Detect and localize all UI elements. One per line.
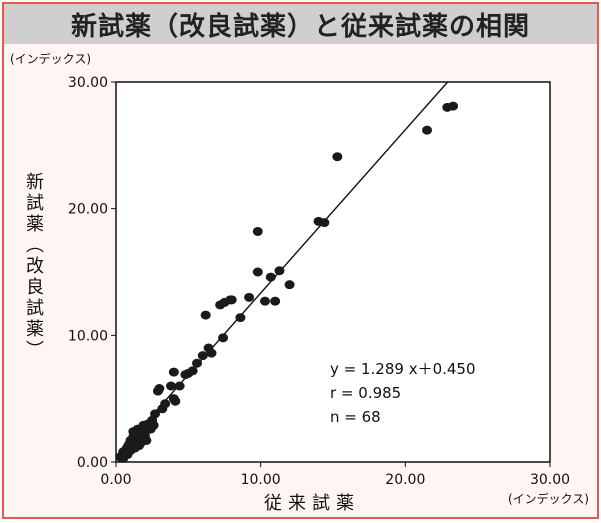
data-point: [252, 226, 263, 236]
y-tick-label: 20.00: [68, 202, 108, 218]
data-point: [319, 218, 330, 228]
stat-r: r = 0.985: [330, 384, 401, 402]
stat-equation: y = 1.289 x＋0.450: [330, 360, 476, 378]
y-tick-label: 0.00: [77, 455, 108, 471]
scatter-plot: 0.00 10.00 20.00 30.00 0.00 10.00 20.00 30.00 y…: [68, 75, 570, 488]
x-tick-label: 0.00: [100, 472, 131, 488]
x-tick-label: 30.00: [530, 472, 570, 488]
plot-area: [115, 81, 551, 463]
data-point: [200, 310, 211, 320]
data-point: [244, 292, 255, 302]
data-point: [174, 381, 185, 391]
data-point: [235, 313, 246, 323]
data-point: [206, 348, 217, 358]
data-point: [422, 125, 433, 135]
stat-n: n = 68: [330, 408, 381, 426]
y-axis-label: 新試薬（改良試薬）: [23, 172, 44, 361]
data-point: [218, 333, 229, 343]
data-point: [168, 367, 179, 377]
data-point: [147, 415, 158, 425]
data-point: [122, 449, 133, 459]
data-point: [160, 399, 171, 409]
data-point: [187, 366, 198, 376]
data-point: [138, 429, 149, 439]
title-bar: 新試薬（改良試薬）と従来試薬の相関: [4, 4, 597, 44]
y-tick-label: 30.00: [68, 75, 108, 91]
data-point: [134, 441, 145, 451]
x-axis-label: 従来試薬: [264, 493, 360, 514]
data-point: [332, 152, 343, 162]
data-point: [197, 351, 208, 361]
data-point: [274, 266, 285, 276]
data-point: [165, 381, 176, 391]
data-point: [284, 280, 295, 290]
data-point: [252, 267, 263, 277]
chart-title: 新試薬（改良試薬）と従来試薬の相関: [70, 11, 530, 42]
x-axis-unit: (インデックス): [507, 492, 589, 506]
data-point: [270, 296, 281, 306]
y-axis-unit: (インデックス): [10, 52, 92, 66]
x-tick-label: 10.00: [241, 472, 281, 488]
data-point: [154, 384, 165, 394]
data-point: [260, 296, 271, 306]
y-tick-label: 10.00: [68, 328, 108, 344]
x-tick-label: 20.00: [385, 472, 425, 488]
data-point: [192, 358, 203, 368]
data-point: [448, 101, 459, 111]
data-point: [226, 295, 237, 305]
data-point: [265, 272, 276, 282]
data-point: [170, 396, 181, 406]
